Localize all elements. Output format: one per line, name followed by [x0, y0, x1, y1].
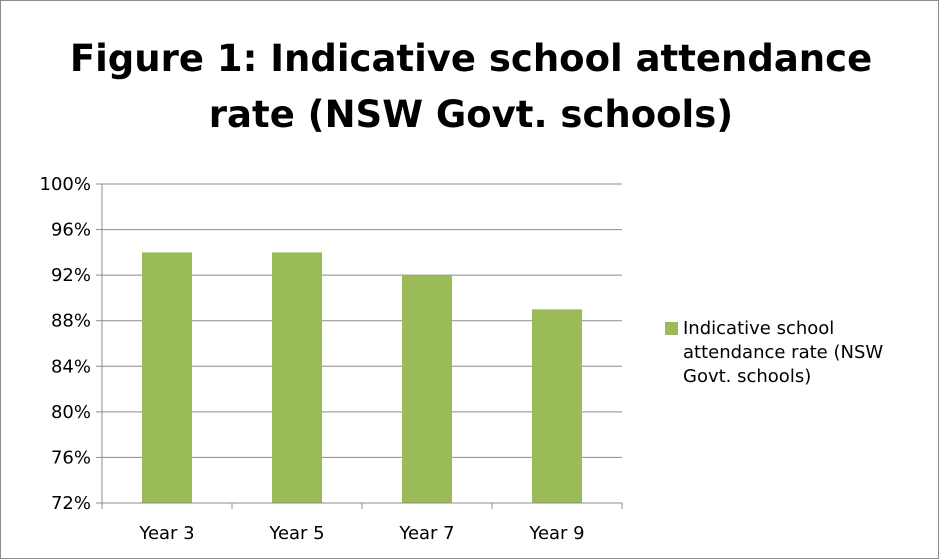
y-tick-label: 88%: [51, 311, 91, 332]
bar-year-7: [401, 275, 453, 503]
y-tick-label: 92%: [51, 265, 91, 286]
y-tick-label: 76%: [51, 447, 91, 468]
y-tick-label: 72%: [51, 493, 91, 514]
x-tick-label: Year 5: [268, 523, 324, 544]
chart-title: Figure 1: Indicative school attendance r…: [69, 37, 873, 136]
bar-year-5: [271, 252, 323, 503]
x-tick-label: Year 7: [398, 523, 454, 544]
bar-year-3: [141, 252, 193, 503]
bars: [141, 252, 583, 503]
tick-labels: 72% 76% 80% 84% 88% 92% 96% 100% Year 3 Year 5 Yea…: [40, 174, 585, 544]
y-tick-label: 84%: [51, 356, 91, 377]
legend-label: Indicative school attendance rate (NSW G…: [683, 318, 884, 387]
x-tick-label: Year 3: [138, 523, 194, 544]
legend-swatch: [665, 322, 678, 335]
y-tick-label: 96%: [51, 220, 91, 241]
y-tick-label: 100%: [40, 174, 91, 195]
y-tick-label: 80%: [51, 402, 91, 423]
x-tick-label: Year 9: [528, 523, 584, 544]
axes: [96, 183, 623, 509]
bar-year-9: [531, 309, 583, 503]
